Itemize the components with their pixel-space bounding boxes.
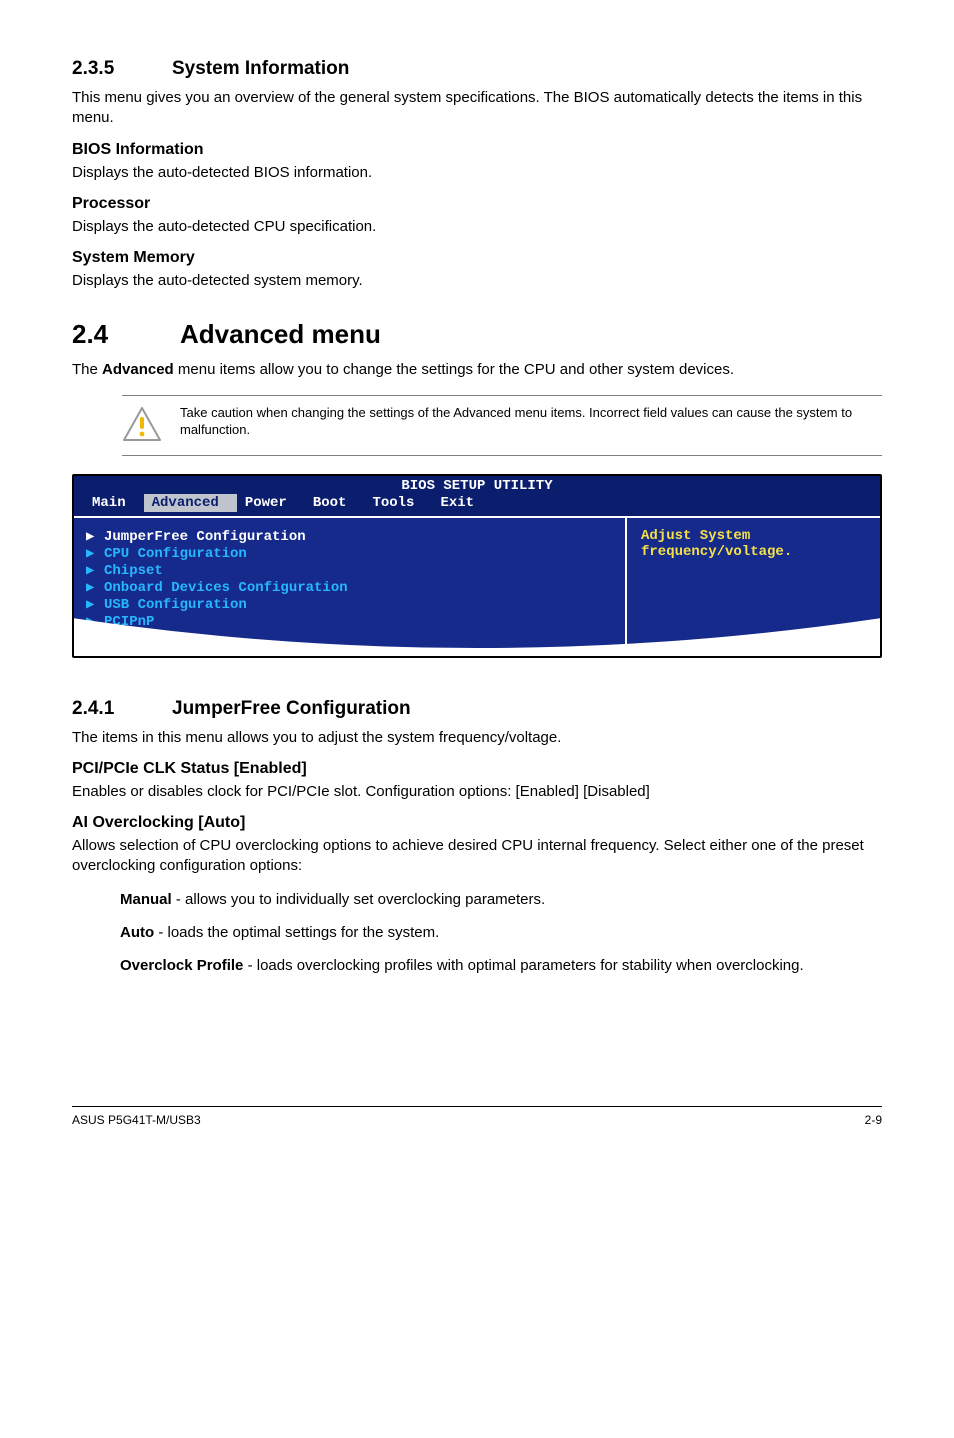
triangle-icon: ▶ [86, 528, 104, 545]
caution-text: Take caution when changing the settings … [180, 404, 882, 439]
bios-help-line: Adjust System [641, 528, 866, 544]
bios-menu-item: Main [84, 494, 144, 512]
text-bold: Advanced [102, 361, 174, 378]
bios-item-label: CPU Configuration [104, 546, 247, 562]
option-name: Auto [120, 924, 154, 941]
section-intro: The Advanced menu items allow you to cha… [72, 360, 882, 380]
heading-2-4: 2.4Advanced menu [72, 319, 882, 350]
triangle-icon: ▶ [86, 596, 104, 613]
triangle-icon: ▶ [86, 579, 104, 596]
text: The [72, 361, 102, 378]
footer-left: ASUS P5G41T-M/USB3 [72, 1113, 201, 1127]
section-title: System Information [172, 58, 349, 79]
footer-right: 2-9 [865, 1113, 882, 1127]
subheading: System Memory [72, 249, 882, 267]
heading-2-4-1: 2.4.1JumperFree Configuration [72, 698, 882, 720]
bios-item-label: Onboard Devices Configuration [104, 580, 348, 596]
caution-icon [122, 406, 162, 447]
subheading-pci: PCI/PCIe CLK Status [Enabled] [72, 760, 882, 778]
paragraph: Allows selection of CPU overclocking opt… [72, 836, 882, 877]
option-item: Manual - allows you to individually set … [120, 889, 882, 910]
section-number: 2.3.5 [72, 58, 172, 80]
bios-menu-item: Exit [432, 494, 492, 512]
paragraph: Displays the auto-detected BIOS informat… [72, 163, 882, 183]
page-footer: ASUS P5G41T-M/USB3 2-9 [72, 1106, 882, 1127]
bios-menu-item: Power [237, 494, 305, 512]
option-list: Manual - allows you to individually set … [120, 889, 882, 976]
triangle-icon: ▶ [86, 545, 104, 562]
bios-help-panel: Adjust System frequency/voltage. [627, 518, 880, 656]
option-name: Overclock Profile [120, 957, 243, 974]
heading-2-3-5: 2.3.5System Information [72, 58, 882, 80]
paragraph: Displays the auto-detected system memory… [72, 271, 882, 291]
section-title: JumperFree Configuration [172, 698, 411, 719]
option-desc: - loads the optimal settings for the sys… [154, 924, 439, 941]
triangle-icon: ▶ [86, 613, 104, 630]
option-desc: - allows you to individually set overclo… [172, 891, 546, 908]
paragraph: Enables or disables clock for PCI/PCIe s… [72, 782, 882, 802]
bios-left-item: ▶Onboard Devices Configuration [86, 579, 613, 596]
option-name: Manual [120, 891, 172, 908]
bios-title: BIOS SETUP UTILITY [74, 476, 880, 494]
section-intro: The items in this menu allows you to adj… [72, 728, 882, 748]
bios-menu-bar: MainAdvancedPowerBootToolsExit [74, 494, 880, 516]
bios-left-item: ▶CPU Configuration [86, 545, 613, 562]
caution-callout: Take caution when changing the settings … [122, 395, 882, 456]
option-item: Auto - loads the optimal settings for th… [120, 922, 882, 943]
bios-left-item: ▶JumperFree Configuration [86, 528, 613, 545]
bios-item-label: JumperFree Configuration [104, 529, 306, 545]
option-item: Overclock Profile - loads overclocking p… [120, 955, 882, 976]
section-number: 2.4 [72, 319, 180, 350]
bios-help-line: frequency/voltage. [641, 544, 866, 560]
section-number: 2.4.1 [72, 698, 172, 720]
bios-item-label: Chipset [104, 563, 163, 579]
bios-menu-item: Tools [364, 494, 432, 512]
bios-menu-item: Advanced [144, 494, 237, 512]
triangle-icon: ▶ [86, 562, 104, 579]
subheading: BIOS Information [72, 141, 882, 159]
section-title: Advanced menu [180, 319, 381, 349]
option-desc: - loads overclocking profiles with optim… [243, 957, 803, 974]
paragraph: Displays the auto-detected CPU specifica… [72, 217, 882, 237]
bios-menu-item: Boot [305, 494, 365, 512]
bios-left-item: ▶USB Configuration [86, 596, 613, 613]
text: menu items allow you to change the setti… [174, 361, 734, 378]
section-intro: This menu gives you an overview of the g… [72, 88, 882, 129]
subheading-ai: AI Overclocking [Auto] [72, 814, 882, 832]
bios-left-item: ▶PCIPnP [86, 613, 613, 630]
bios-left-panel: ▶JumperFree Configuration▶CPU Configurat… [74, 518, 627, 656]
bios-screenshot: BIOS SETUP UTILITY MainAdvancedPowerBoot… [72, 474, 882, 658]
bios-item-label: USB Configuration [104, 597, 247, 613]
bios-left-item: ▶Chipset [86, 562, 613, 579]
subheading: Processor [72, 195, 882, 213]
bios-item-label: PCIPnP [104, 614, 154, 630]
